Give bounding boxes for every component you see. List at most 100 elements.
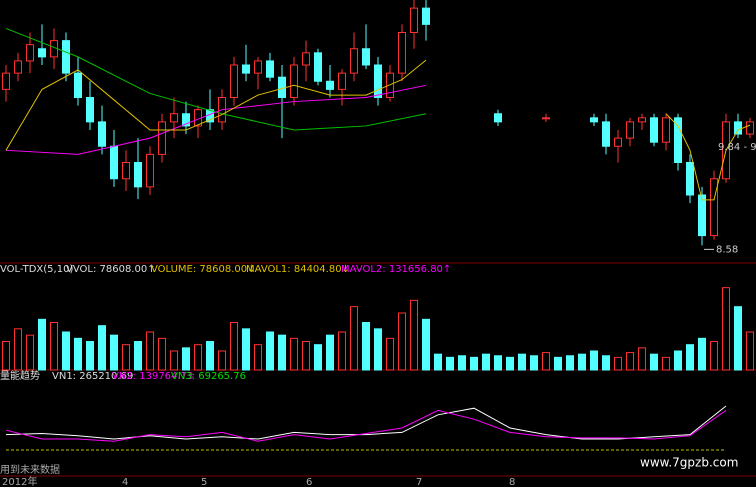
candle-body <box>2 72 10 90</box>
volume-bar <box>734 306 742 371</box>
date-label: 5 <box>201 477 207 487</box>
volume-bar <box>182 347 190 371</box>
ma-line <box>665 113 751 201</box>
candle-body <box>698 194 706 237</box>
volume-bar <box>122 344 130 371</box>
volume-bar <box>278 334 286 371</box>
volume-bar <box>146 331 154 371</box>
volume-bar <box>722 287 730 371</box>
candle-body <box>494 113 502 123</box>
volume-bar <box>62 331 70 371</box>
candle-body <box>614 137 622 147</box>
candle-body <box>74 72 82 98</box>
candle-body <box>266 60 274 78</box>
volume-bar <box>482 353 490 371</box>
trend-header: VN3: 69265.76 <box>171 371 246 382</box>
volume-bar <box>698 337 706 371</box>
volume-bar <box>38 318 46 371</box>
candle-body <box>710 178 718 237</box>
volume-bar <box>662 356 670 371</box>
watermark: www.7gpzb.com <box>640 456 738 470</box>
volume-bar <box>650 353 658 371</box>
candle-body <box>590 117 598 123</box>
volume-bar <box>530 355 538 371</box>
candle-body <box>314 52 322 82</box>
volume-bar <box>506 356 514 371</box>
candle-body <box>38 48 46 58</box>
volume-bar <box>2 341 10 371</box>
volume-bar <box>338 331 346 371</box>
candle-body <box>362 48 370 66</box>
candle-body <box>62 40 70 74</box>
volume-bar <box>350 306 358 371</box>
volume-bar <box>230 322 238 371</box>
price-label: 9.84 - 9.9 <box>718 142 756 153</box>
trend-header: VN1: 265210.69 <box>52 371 133 382</box>
volume-bar <box>158 337 166 371</box>
volume-bar <box>326 334 334 371</box>
candle-body <box>110 145 118 180</box>
candle-body <box>674 117 682 163</box>
volume-bar <box>518 353 526 371</box>
candle-body <box>662 117 670 143</box>
volume-bar <box>110 334 118 371</box>
volume-bar <box>86 341 94 371</box>
note: 用到未来数据 <box>0 463 60 476</box>
trend-title: 量能趋势 <box>0 369 40 382</box>
volume-bar <box>422 318 430 371</box>
candle-body <box>398 32 406 74</box>
volume-bar <box>194 344 202 371</box>
candle-body <box>122 162 130 180</box>
volume-header: VOL-TDX(5,10) <box>0 264 73 275</box>
volume-bar <box>170 350 178 371</box>
volume-bar <box>302 341 310 371</box>
candle-body <box>602 121 610 147</box>
volume-bar <box>746 331 754 371</box>
volume-bar <box>638 347 646 371</box>
candle-body <box>542 117 550 120</box>
date-label: 7 <box>416 477 422 487</box>
volume-bar <box>218 350 226 371</box>
volume-bar <box>314 344 322 371</box>
candle-body <box>302 52 310 66</box>
volume-bar <box>602 355 610 371</box>
candle-body <box>650 117 658 143</box>
date-label: 6 <box>306 477 312 487</box>
volume-bar <box>98 325 106 371</box>
candle-body <box>350 48 358 74</box>
volume-bar <box>398 312 406 371</box>
candle-body <box>14 60 22 74</box>
price-label: 8.58 <box>716 244 738 255</box>
volume-bar <box>290 337 298 371</box>
date-label: 2012年 <box>2 475 37 487</box>
candle-body <box>422 7 430 25</box>
candle-body <box>626 121 634 139</box>
candle-body <box>638 117 646 123</box>
candle-body <box>98 121 106 147</box>
candle-body <box>734 121 742 135</box>
candle-body <box>242 64 250 74</box>
candle-body <box>230 64 238 98</box>
volume-bar <box>134 341 142 371</box>
volume-bar <box>470 356 478 371</box>
ma-line <box>5 84 427 155</box>
volume-bar <box>590 350 598 371</box>
candle-body <box>374 64 382 98</box>
volume-bar <box>686 344 694 371</box>
candle-body <box>254 60 262 74</box>
volume-bar <box>578 353 586 371</box>
volume-bar <box>50 322 58 371</box>
trend-line <box>5 409 727 442</box>
ma-line <box>5 27 427 131</box>
volume-bar <box>554 356 562 371</box>
volume-bar <box>26 334 34 371</box>
volume-header: VVOL: 78608.00↑ <box>66 264 156 275</box>
volume-header: MAVOL1: 84404.80↓ <box>246 264 350 275</box>
volume-bar <box>710 341 718 371</box>
volume-bar <box>566 355 574 371</box>
candle-body <box>86 97 94 123</box>
candle-body <box>338 72 346 90</box>
volume-bar <box>242 328 250 371</box>
volume-bar <box>494 355 502 371</box>
